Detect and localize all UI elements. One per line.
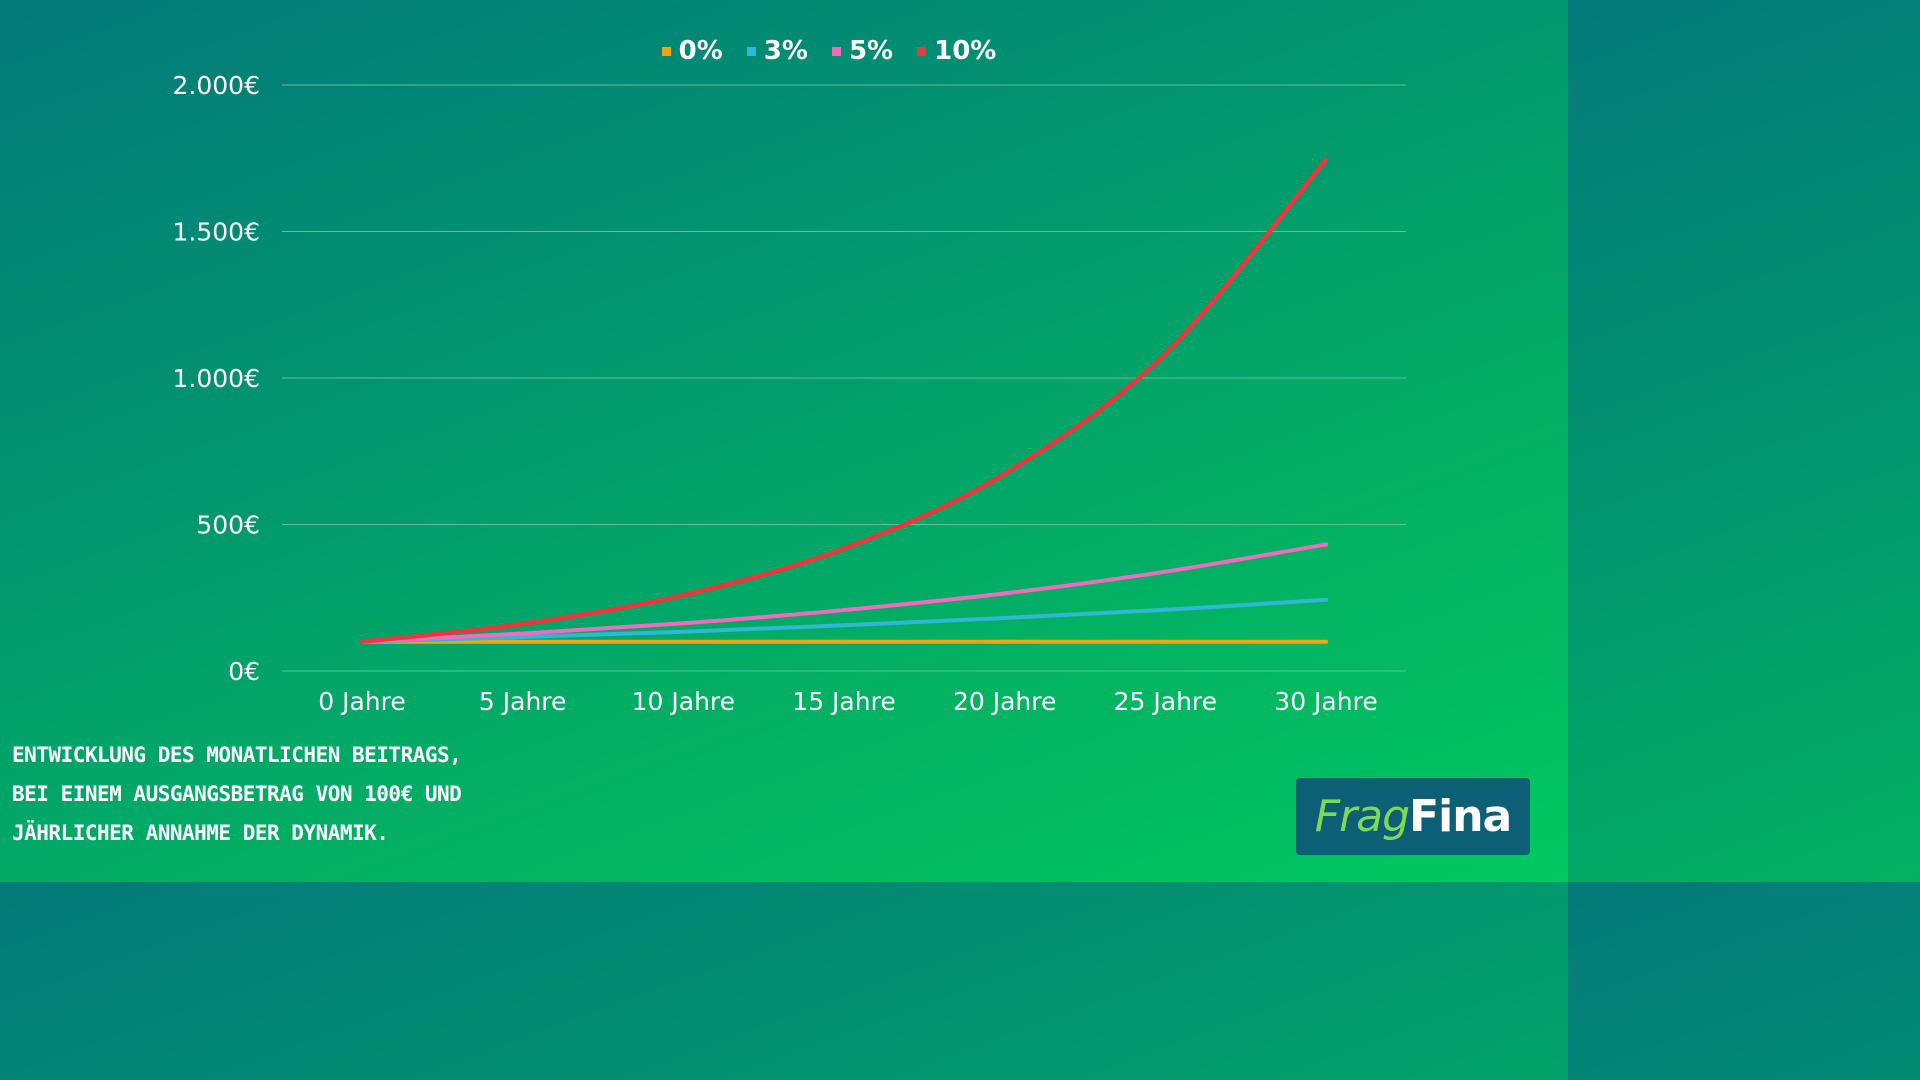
data-point [842,639,846,644]
legend-item-5[interactable]: 5% [831,36,894,66]
legend: 0% 3% 5% 10% [0,36,1568,66]
x-tick-label: 10 Jahre [632,687,735,716]
series-0pct [360,639,1328,644]
legend-label-10: 10% [934,36,997,66]
data-point [842,546,846,551]
caption-line-1: Entwicklung des monatlichen Beitrags, [12,743,462,767]
data-point [681,593,686,598]
data-point [1163,639,1168,644]
legend-swatch-3 [746,46,756,56]
x-tick-label: 25 Jahre [1114,687,1217,716]
logo-text-frag: Frag [1314,791,1410,842]
legend-item-3[interactable]: 3% [746,36,808,66]
chart-caption: Entwicklung des monatlichen Beitrags, be… [12,736,572,853]
data-point [1163,607,1168,612]
x-tick-label: 30 Jahre [1274,687,1377,716]
data-point [520,635,525,640]
data-point [842,623,846,628]
legend-label-3: 3% [763,36,808,66]
legend-label-0: 0% [678,36,723,66]
data-point [1002,639,1007,644]
y-tick-label: 1.000€ [173,364,260,393]
x-tick-label: 5 Jahre [479,687,567,716]
logo-text-fina: Fina [1409,791,1512,842]
data-point [520,621,525,626]
fragfina-logo: Frag Fina [1296,778,1530,855]
data-point [520,631,525,636]
legend-swatch-10 [917,46,927,56]
legend-item-10[interactable]: 10% [917,36,996,66]
legend-swatch-5 [831,46,841,56]
data-point [360,639,364,644]
y-tick-label: 0€ [228,657,260,686]
data-point [1324,597,1328,602]
y-axis-ticks: 0€ 500€ 1.000€ 1.500€ 2.000€ [173,71,260,686]
data-point [681,639,686,644]
grid-lines [282,84,1406,672]
x-tick-label: 0 Jahre [318,687,406,716]
data-point [1324,542,1328,547]
series-5pct [360,542,1328,644]
legend-item-0[interactable]: 0% [661,36,723,66]
x-tick-label: 20 Jahre [953,687,1056,716]
x-axis-ticks: 0 Jahre 5 Jahre 10 Jahre 15 Jahre 20 Jahre 25… [318,687,1377,716]
x-tick-label: 15 Jahre [792,687,895,716]
data-point [1002,471,1007,476]
data-point [1002,615,1007,620]
data-point [681,629,686,634]
data-point [1163,569,1168,574]
data-point [842,608,846,613]
series-10pct [359,157,1329,644]
y-tick-label: 500€ [196,511,260,540]
series-lines [359,157,1329,644]
data-point [1163,351,1168,356]
line-chart: 0€ 500€ 1.000€ 1.500€ 2.000€ 0 Jahre 5 Jahre 1… [173,71,1406,716]
caption-line-2: bei einem Ausgangsbetrag von 100€ und [12,782,462,806]
data-point [1002,591,1007,596]
legend-label-5: 5% [848,36,894,66]
data-point [520,639,525,644]
y-tick-label: 2.000€ [173,71,260,100]
data-point [1324,639,1328,644]
data-point [681,621,686,626]
y-tick-label: 1.500€ [173,218,260,247]
caption-line-3: jährlicher Annahme der Dynamik. [12,821,389,845]
legend-swatch-0 [661,46,671,56]
series-3pct [360,597,1328,644]
data-point [1324,157,1328,162]
